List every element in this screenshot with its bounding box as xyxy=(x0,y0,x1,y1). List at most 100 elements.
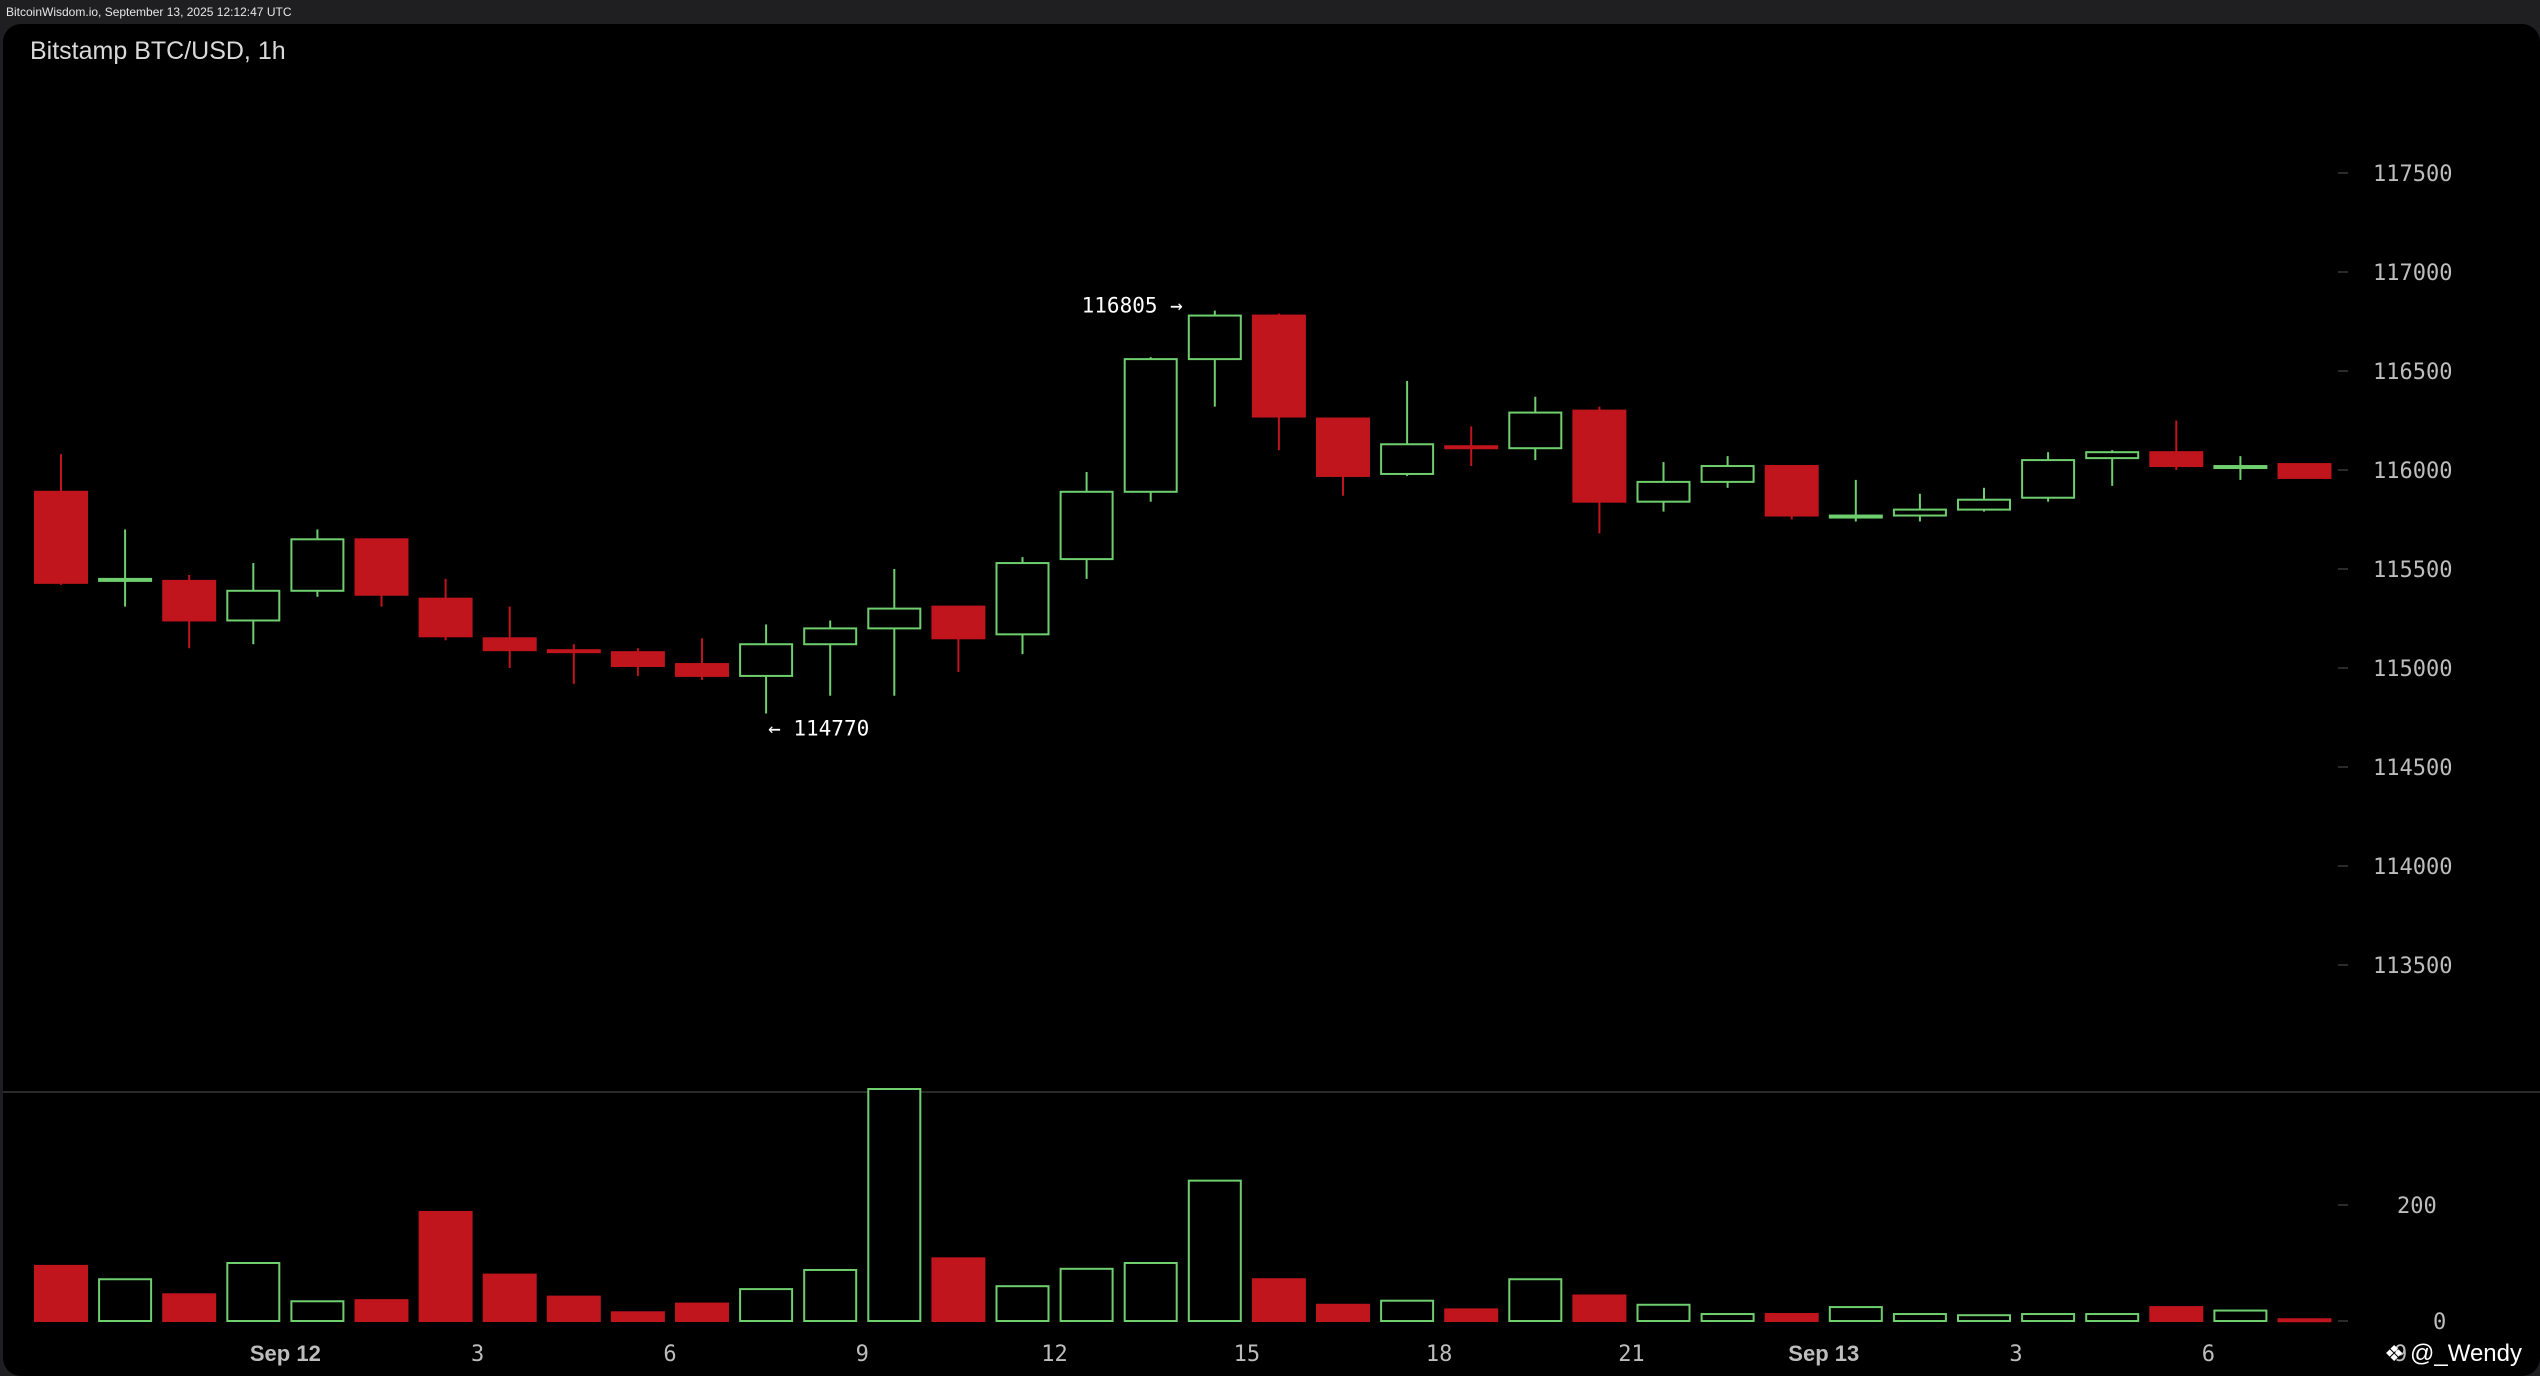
price-tick-label: 114500 xyxy=(2373,756,2452,781)
volume-bar xyxy=(2085,1313,2140,1323)
volume-bar xyxy=(1764,1313,1819,1323)
candle-body xyxy=(1636,480,1691,503)
screenshot-caption-bar: BitcoinWisdom.io, September 13, 2025 12:… xyxy=(0,0,2540,24)
candle-body xyxy=(2149,451,2204,468)
volume-bar xyxy=(2213,1309,2268,1323)
candle-body xyxy=(354,538,409,596)
candle-body xyxy=(610,651,665,668)
candle-body xyxy=(867,607,922,630)
volume-tick-label: 0 xyxy=(2433,1310,2446,1335)
volume-bar xyxy=(2021,1313,2076,1323)
candle-body xyxy=(1380,443,1435,475)
candle-body xyxy=(1957,498,2011,511)
candle-body xyxy=(1700,465,1755,483)
candle-body xyxy=(1187,314,1242,361)
candle-body xyxy=(1444,445,1499,450)
volume-bar xyxy=(1059,1267,1114,1323)
volume-bar xyxy=(482,1273,537,1322)
candle-body xyxy=(418,597,473,638)
volume-bar xyxy=(162,1293,217,1322)
time-tick-label: 21 xyxy=(1618,1342,1645,1367)
time-tick-label: 6 xyxy=(663,1342,676,1367)
volume-bar xyxy=(1957,1314,2011,1322)
candle-body xyxy=(98,577,153,582)
watermark: ❖ @_Wendy xyxy=(2384,1340,2522,1368)
volume-bar xyxy=(931,1257,986,1322)
volume-bar xyxy=(98,1278,153,1322)
candle-body xyxy=(2213,465,2268,470)
time-tick-label: 3 xyxy=(2009,1342,2022,1367)
candle-body xyxy=(739,643,794,677)
price-tick-label: 116000 xyxy=(2373,459,2452,484)
volume-bar xyxy=(354,1299,409,1322)
candle-body xyxy=(162,579,217,622)
watermark-text: @_Wendy xyxy=(2410,1340,2522,1367)
price-axis: 113500 114000 114500 115000 115500 116000 1165… xyxy=(2338,162,2452,979)
price-extreme-annotation: 116805 → xyxy=(1082,294,1183,318)
volume-bar xyxy=(1444,1308,1499,1323)
price-tick-label: 113500 xyxy=(2373,954,2452,979)
candle-body xyxy=(2277,463,2332,479)
volume-bars-layer xyxy=(34,1088,2332,1323)
price-tick-label: 115500 xyxy=(2373,558,2452,583)
annotations-layer: 116805 → ← 114770 xyxy=(768,294,1183,741)
time-tick-label: 15 xyxy=(1234,1342,1261,1367)
volume-bar xyxy=(867,1088,922,1322)
price-extreme-annotation: ← 114770 xyxy=(768,717,869,741)
volume-bar xyxy=(226,1262,281,1322)
volume-bar xyxy=(1508,1278,1563,1322)
candle-body xyxy=(226,589,281,622)
candle-body xyxy=(1764,465,1819,517)
volume-bar xyxy=(803,1268,858,1322)
candle-body xyxy=(1828,514,1883,519)
candle-body xyxy=(995,562,1050,636)
price-tick-label: 115000 xyxy=(2373,657,2452,682)
time-tick-label: 3 xyxy=(471,1342,484,1367)
price-tick-label: 116500 xyxy=(2373,360,2452,385)
candle-body xyxy=(290,538,345,592)
chart-svg[interactable]: 113500 114000 114500 115000 115500 116000 1165… xyxy=(3,24,2540,1376)
candle-body xyxy=(1572,409,1627,503)
volume-bar xyxy=(1572,1294,1627,1322)
candles-layer xyxy=(34,310,2332,714)
volume-bar xyxy=(739,1288,794,1322)
time-tick-label: 9 xyxy=(2394,1342,2407,1367)
price-tick-label: 117500 xyxy=(2373,162,2452,187)
candle-body xyxy=(2021,459,2076,499)
candle-body xyxy=(1251,314,1306,418)
candle-body xyxy=(931,605,986,640)
time-axis: Sep 12 3 6 9 12 15 18 21 Sep 13 3 6 9 xyxy=(250,1341,2407,1367)
candle-body xyxy=(803,627,858,646)
candle-body xyxy=(1059,490,1114,561)
volume-bar xyxy=(1892,1313,1947,1323)
candle-body xyxy=(482,637,537,652)
logo-diamond-icon: ❖ xyxy=(2384,1341,2405,1366)
volume-axis: 0 200 xyxy=(2338,1194,2446,1335)
volume-bar xyxy=(546,1295,601,1323)
volume-bar xyxy=(34,1264,88,1323)
volume-bar xyxy=(1700,1313,1755,1323)
volume-bar xyxy=(2277,1318,2332,1323)
volume-bar xyxy=(1251,1278,1306,1322)
candle-body xyxy=(1316,417,1370,477)
candle-body xyxy=(1508,411,1563,450)
volume-bar xyxy=(1380,1299,1435,1322)
volume-bar xyxy=(1636,1303,1691,1323)
volume-bar xyxy=(1187,1179,1242,1323)
volume-bar xyxy=(1828,1306,1883,1322)
price-tick-label: 114000 xyxy=(2373,855,2452,880)
time-tick-label: 12 xyxy=(1041,1342,1068,1367)
volume-bar xyxy=(418,1210,473,1322)
time-tick-label: Sep 12 xyxy=(250,1341,321,1366)
volume-bar xyxy=(995,1285,1050,1322)
volume-bar xyxy=(2149,1306,2204,1322)
volume-bar xyxy=(290,1300,345,1323)
candle-body xyxy=(675,663,729,677)
volume-bar xyxy=(1316,1303,1370,1323)
candle-body xyxy=(34,490,88,584)
time-tick-label: Sep 13 xyxy=(1788,1341,1859,1366)
volume-bar xyxy=(675,1302,729,1322)
time-tick-label: 9 xyxy=(856,1342,869,1367)
volume-bar xyxy=(610,1311,665,1323)
price-tick-label: 117000 xyxy=(2373,261,2452,286)
